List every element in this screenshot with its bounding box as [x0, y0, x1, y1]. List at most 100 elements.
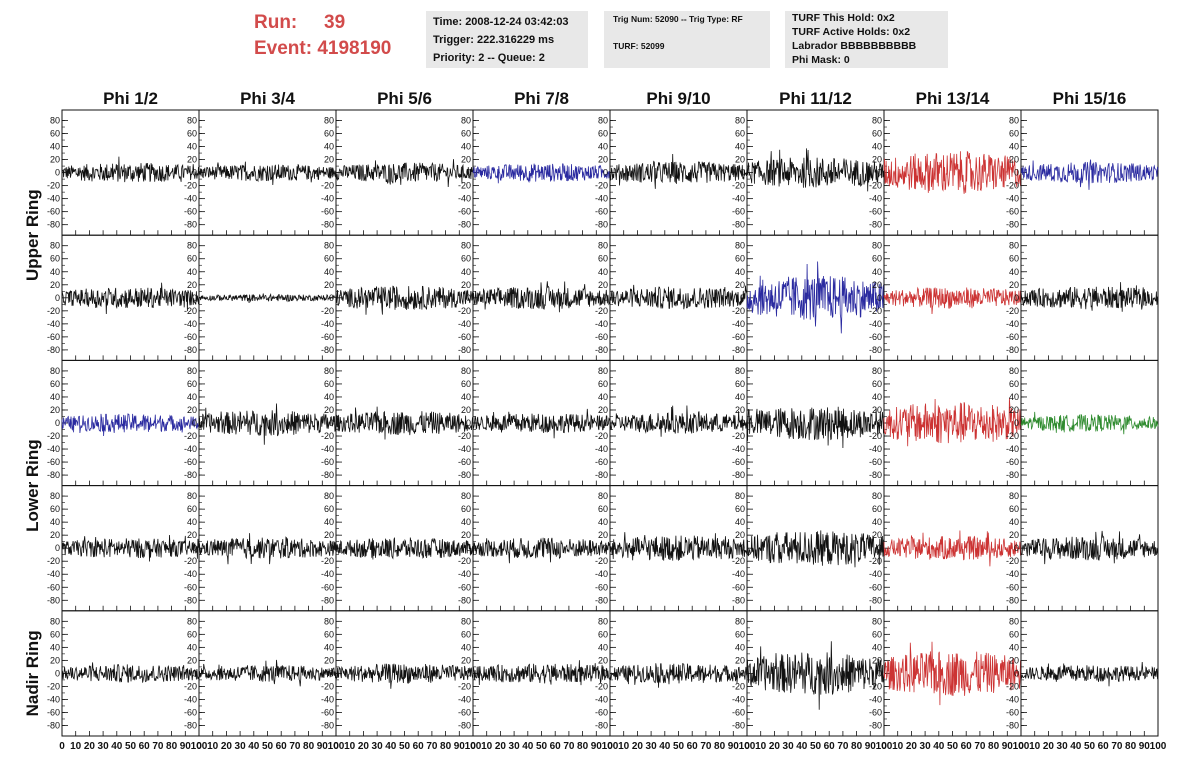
x-tick-label: 100: [328, 741, 345, 752]
y-tick-label: -20: [732, 431, 745, 441]
y-tick-label: -80: [321, 220, 334, 230]
phi-mask-text: Phi Mask: 0: [792, 54, 850, 66]
y-tick-label: -60: [1006, 207, 1019, 217]
y-tick-label: -40: [732, 569, 745, 579]
x-tick-label: 50: [947, 741, 959, 752]
x-tick-label: 10: [892, 741, 904, 752]
y-tick-label: 20: [324, 530, 334, 540]
x-tick-label: 70: [152, 741, 164, 752]
y-tick-label: 80: [1009, 366, 1019, 376]
column-label: Phi 1/2: [103, 89, 158, 108]
x-tick-label: 0: [333, 741, 339, 752]
turf-text: TURF: 52099: [613, 41, 665, 51]
y-tick-label: 0: [603, 668, 608, 678]
y-tick-label: -40: [321, 694, 334, 704]
y-tick-label: 80: [1009, 241, 1019, 251]
y-tick-label: -20: [184, 181, 197, 191]
waveform-series: [1020, 661, 1159, 687]
trigger-text: Trigger: 222.316229 ms: [433, 34, 555, 46]
y-tick-label: 60: [1009, 629, 1019, 639]
x-tick-label: 40: [796, 741, 808, 752]
y-tick-label: 40: [461, 142, 471, 152]
x-tick-label: 0: [607, 741, 613, 752]
ring-label: Nadir Ring: [23, 630, 42, 716]
x-tick-label: 20: [906, 741, 918, 752]
time-text: Time: 2008-12-24 03:42:03: [433, 16, 569, 28]
y-tick-label: -40: [1006, 194, 1019, 204]
y-tick-label: 80: [461, 116, 471, 126]
y-tick-label: -40: [184, 569, 197, 579]
y-tick-label: -80: [321, 470, 334, 480]
y-tick-label: 60: [1009, 379, 1019, 389]
y-tick-label: 40: [735, 267, 745, 277]
y-tick-label: 40: [598, 142, 608, 152]
y-tick-label: 0: [329, 543, 334, 553]
y-tick-label: 20: [1009, 280, 1019, 290]
y-tick-label: 0: [192, 543, 197, 553]
x-tick-label: 80: [988, 741, 1000, 752]
waveform-series: [61, 534, 200, 562]
y-tick-label: -20: [321, 681, 334, 691]
y-tick-label: 60: [1009, 254, 1019, 264]
y-tick-label: 40: [1009, 392, 1019, 402]
y-tick-label: -60: [732, 457, 745, 467]
run-label: Run:: [254, 12, 298, 33]
waveform-series: [883, 641, 1022, 706]
y-tick-label: -20: [869, 681, 882, 691]
y-tick-label: -40: [47, 694, 60, 704]
y-tick-label: -60: [1006, 457, 1019, 467]
y-tick-label: 40: [735, 142, 745, 152]
x-tick-label: 90: [728, 741, 740, 752]
y-tick-label: -20: [321, 306, 334, 316]
y-tick-label: -80: [595, 470, 608, 480]
y-tick-label: -20: [869, 306, 882, 316]
x-tick-label: 80: [851, 741, 863, 752]
ring-label: Upper Ring: [23, 189, 42, 281]
y-tick-label: 40: [872, 142, 882, 152]
y-tick-label: 20: [1009, 655, 1019, 665]
x-tick-label: 50: [1084, 741, 1096, 752]
y-tick-label: -20: [732, 306, 745, 316]
y-tick-label: 80: [1009, 616, 1019, 626]
y-tick-label: -20: [47, 431, 60, 441]
y-tick-label: -80: [321, 720, 334, 730]
y-tick-label: 80: [187, 116, 197, 126]
y-tick-label: 60: [50, 379, 60, 389]
y-tick-label: 40: [50, 392, 60, 402]
y-tick-label: -80: [732, 470, 745, 480]
y-tick-label: 20: [461, 155, 471, 165]
waveform-series: [472, 163, 611, 184]
y-tick-label: -40: [732, 694, 745, 704]
y-tick-label: -60: [1006, 707, 1019, 717]
y-tick-label: 40: [598, 517, 608, 527]
y-tick-label: 20: [187, 155, 197, 165]
y-tick-label: 60: [872, 504, 882, 514]
y-tick-label: -40: [1006, 694, 1019, 704]
waveform-series: [472, 537, 611, 564]
y-tick-label: -60: [732, 332, 745, 342]
y-tick-label: -80: [321, 595, 334, 605]
y-tick-label: -40: [595, 319, 608, 329]
y-tick-label: 0: [877, 668, 882, 678]
y-tick-label: 40: [1009, 142, 1019, 152]
y-tick-label: 20: [735, 155, 745, 165]
y-tick-label: 60: [324, 254, 334, 264]
waveform-series: [746, 641, 885, 710]
waveform-series: [1020, 159, 1159, 190]
y-tick-label: 20: [324, 405, 334, 415]
y-tick-label: 80: [872, 491, 882, 501]
y-tick-label: 0: [603, 168, 608, 178]
y-tick-label: 80: [50, 366, 60, 376]
waveform-series: [61, 282, 200, 315]
x-tick-label: 60: [276, 741, 288, 752]
x-tick-label: 80: [303, 741, 315, 752]
y-tick-label: -60: [869, 707, 882, 717]
y-tick-label: 80: [872, 116, 882, 126]
y-tick-label: -60: [47, 207, 60, 217]
y-tick-label: -60: [595, 582, 608, 592]
y-tick-label: -80: [869, 345, 882, 355]
y-tick-label: -20: [732, 556, 745, 566]
x-tick-label: 30: [646, 741, 658, 752]
column-label: Phi 11/12: [779, 89, 852, 108]
y-tick-label: -40: [595, 444, 608, 454]
